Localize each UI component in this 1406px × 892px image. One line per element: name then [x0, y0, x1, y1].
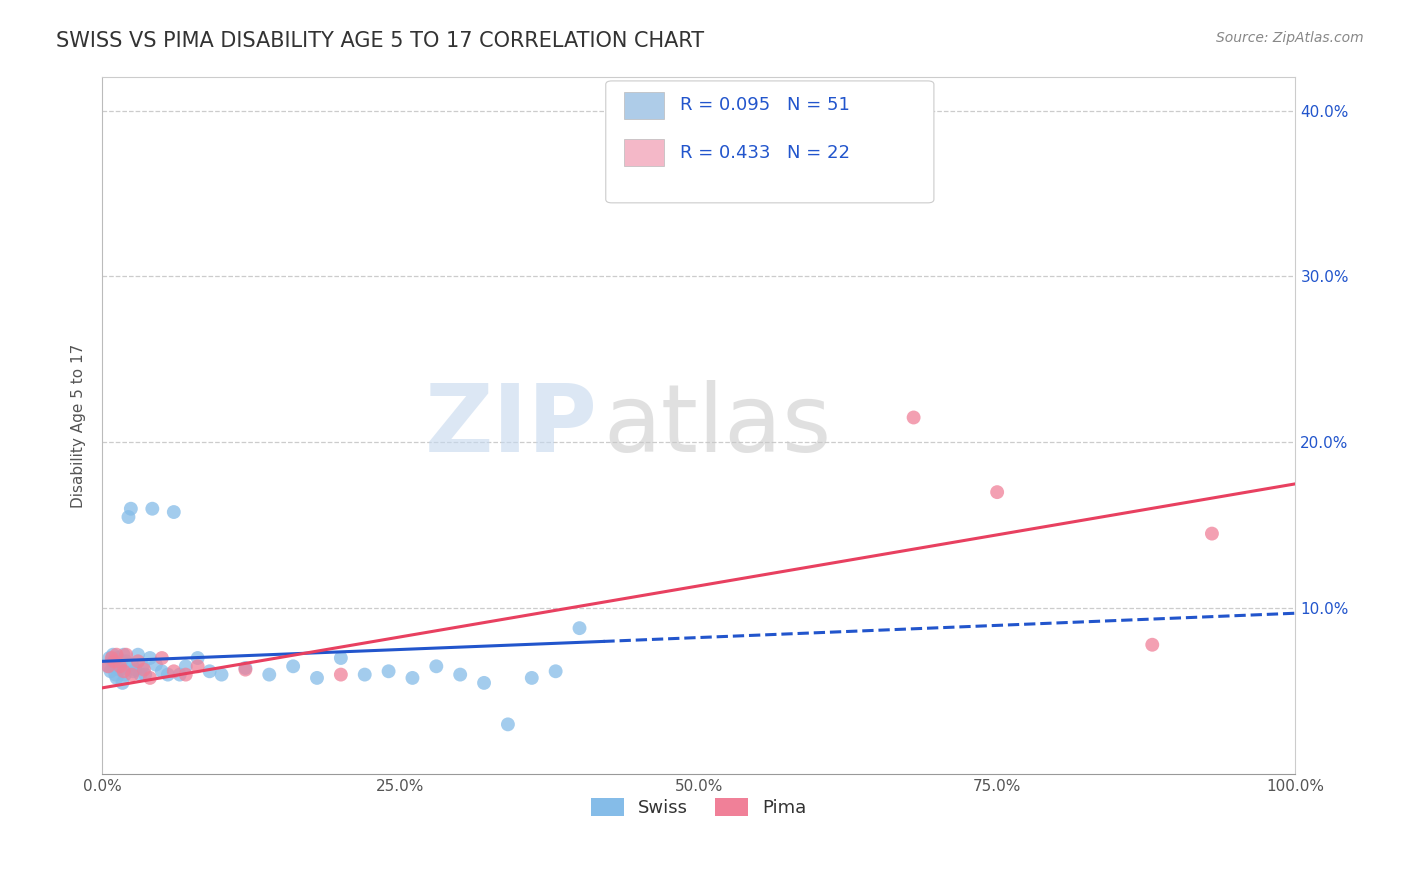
Text: R = 0.433: R = 0.433 — [681, 144, 770, 161]
Point — [174, 667, 197, 681]
Point — [129, 667, 152, 681]
FancyBboxPatch shape — [624, 92, 665, 119]
Point — [145, 657, 167, 672]
Text: R = 0.095: R = 0.095 — [681, 96, 770, 114]
Point — [100, 665, 122, 679]
Point — [105, 671, 128, 685]
Point — [259, 667, 281, 681]
Point — [377, 665, 399, 679]
Point — [101, 648, 124, 662]
Point — [108, 659, 131, 673]
Point — [305, 671, 328, 685]
Point — [163, 665, 186, 679]
Point — [169, 667, 191, 681]
Point — [97, 659, 120, 673]
Point — [472, 676, 495, 690]
Legend: Swiss, Pima: Swiss, Pima — [583, 790, 814, 824]
Point — [329, 651, 352, 665]
FancyBboxPatch shape — [624, 139, 665, 166]
Point — [235, 661, 257, 675]
Point — [132, 659, 155, 673]
Point — [139, 671, 162, 685]
Point — [281, 659, 304, 673]
Text: SWISS VS PIMA DISABILITY AGE 5 TO 17 CORRELATION CHART: SWISS VS PIMA DISABILITY AGE 5 TO 17 COR… — [56, 31, 704, 51]
Point — [97, 659, 120, 673]
Point — [108, 663, 131, 677]
Point — [103, 659, 125, 673]
Point — [187, 651, 209, 665]
Point — [114, 667, 136, 681]
Point — [107, 651, 129, 665]
Point — [198, 665, 221, 679]
Point — [122, 665, 145, 679]
Point — [103, 654, 125, 668]
FancyBboxPatch shape — [606, 81, 934, 202]
Point — [121, 657, 143, 672]
Point — [174, 659, 197, 673]
Point — [163, 505, 186, 519]
Point — [1142, 638, 1164, 652]
Point — [544, 665, 567, 679]
Point — [132, 663, 155, 677]
Point — [150, 651, 173, 665]
Point — [98, 651, 121, 665]
Text: Source: ZipAtlas.com: Source: ZipAtlas.com — [1216, 31, 1364, 45]
Point — [903, 410, 925, 425]
Point — [568, 621, 591, 635]
Point — [100, 651, 122, 665]
Point — [117, 510, 139, 524]
Point — [401, 671, 423, 685]
Point — [127, 654, 149, 668]
Point — [120, 501, 142, 516]
Text: N = 51: N = 51 — [787, 96, 851, 114]
Point — [100, 654, 122, 668]
Point — [134, 667, 156, 681]
Point — [449, 667, 471, 681]
Text: ZIP: ZIP — [425, 380, 598, 472]
Point — [115, 654, 138, 668]
Y-axis label: Disability Age 5 to 17: Disability Age 5 to 17 — [72, 343, 86, 508]
Point — [104, 667, 127, 681]
Point — [353, 667, 375, 681]
Point — [111, 676, 134, 690]
Point — [1201, 526, 1223, 541]
Point — [211, 667, 233, 681]
Point — [112, 665, 135, 679]
Point — [112, 648, 135, 662]
Point — [329, 667, 352, 681]
Point — [425, 659, 447, 673]
Point — [235, 663, 257, 677]
Point — [187, 659, 209, 673]
Point — [139, 651, 162, 665]
Point — [110, 654, 132, 668]
Point — [105, 648, 128, 662]
Point — [108, 657, 131, 672]
Text: atlas: atlas — [603, 380, 831, 472]
Point — [150, 665, 173, 679]
Point — [127, 648, 149, 662]
Point — [115, 648, 138, 662]
Point — [986, 485, 1008, 500]
Text: N = 22: N = 22 — [787, 144, 851, 161]
Point — [770, 167, 793, 181]
Point — [496, 717, 519, 731]
Point — [124, 663, 146, 677]
Point — [141, 501, 163, 516]
Point — [121, 667, 143, 681]
Point — [156, 667, 179, 681]
Point — [520, 671, 543, 685]
